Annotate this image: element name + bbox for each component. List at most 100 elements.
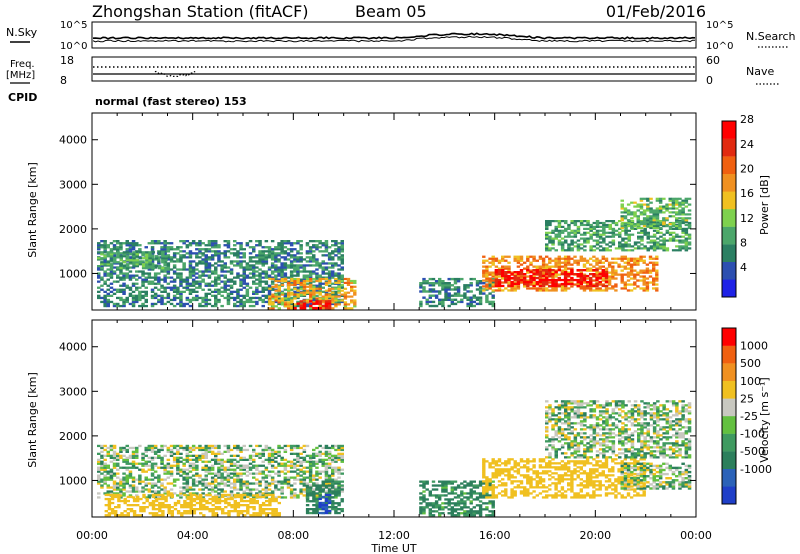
echo-cell [210, 458, 215, 461]
echo-cell [623, 223, 628, 226]
echo-cell [117, 499, 121, 503]
echo-cell [280, 282, 284, 285]
echo-cell [97, 452, 101, 455]
echo-cell [172, 290, 177, 293]
echo-cell [334, 290, 338, 293]
echo-cell [255, 493, 259, 497]
echo-cell [125, 259, 130, 262]
colorbar-segment [722, 279, 736, 298]
echo-cell [112, 262, 117, 265]
echo-cell [252, 514, 256, 517]
echo-cell [551, 269, 555, 272]
echo-cell [239, 480, 243, 483]
echo-cell [608, 245, 612, 248]
echo-cell [573, 261, 577, 264]
echo-cell [620, 269, 624, 272]
echo-cell [633, 227, 638, 230]
echo-cell [607, 271, 612, 274]
echo-cell [425, 298, 429, 301]
echo-cell [289, 242, 294, 245]
echo-cell [283, 258, 288, 261]
echo-cell [545, 225, 549, 228]
echo-cell [112, 266, 117, 269]
echo-cell [560, 289, 565, 292]
echo-cell [656, 241, 660, 244]
echo-cell [643, 247, 647, 250]
echo-cell [431, 294, 436, 297]
echo-cell [112, 488, 117, 491]
echo-cell [334, 277, 338, 281]
echo-cell [482, 271, 486, 274]
echo-cell [551, 265, 555, 268]
echo-cell [138, 292, 142, 295]
echo-cell [579, 221, 584, 225]
echo-cell [248, 494, 253, 497]
echo-cell [302, 278, 307, 281]
echo-cell [573, 273, 577, 276]
echo-cell [172, 446, 177, 450]
echo-cell [261, 276, 265, 279]
echo-cell [264, 282, 269, 285]
echo-cell [204, 304, 208, 308]
echo-cell [331, 274, 335, 277]
echo-cell [327, 258, 332, 261]
echo-cell [289, 452, 294, 455]
echo-cell [138, 444, 142, 448]
echo-cell [340, 244, 344, 247]
echo-cell [157, 454, 161, 457]
echo-cell [642, 219, 647, 222]
echo-cell [274, 300, 278, 304]
echo-cell [327, 276, 332, 279]
echo-cell [324, 272, 329, 275]
echo-cell [595, 225, 600, 228]
echo-cell [545, 273, 549, 276]
echo-cell [201, 482, 205, 485]
echo-cell [290, 301, 294, 304]
echo-cell [614, 261, 618, 264]
echo-cell [643, 227, 647, 230]
echo-cell [112, 454, 117, 457]
echo-cell [147, 264, 152, 267]
echo-cell [220, 482, 224, 485]
echo-cell [283, 288, 288, 291]
echo-cell [131, 488, 136, 491]
echo-cell [681, 199, 685, 202]
echo-cell [283, 468, 288, 471]
echo-cell [252, 268, 256, 271]
echo-cell [191, 454, 196, 457]
echo-cell [138, 270, 142, 273]
echo-cell [97, 474, 101, 477]
echo-cell [601, 271, 605, 274]
echo-cell [353, 299, 357, 302]
echo-cell [636, 226, 640, 230]
echo-cell [277, 290, 281, 293]
echo-cell [144, 290, 148, 293]
echo-cell [592, 227, 597, 230]
echo-cell [595, 261, 599, 264]
echo-cell [681, 241, 685, 244]
echo-cell [469, 277, 473, 281]
echo-cell [116, 290, 120, 293]
echo-cell [245, 292, 250, 295]
echo-cell [321, 268, 325, 271]
echo-cell [340, 262, 344, 265]
echo-cell [668, 227, 673, 230]
echo-cell [343, 303, 348, 306]
echo-cell [501, 259, 505, 262]
echo-cell [350, 285, 354, 288]
echo-cell [343, 301, 348, 304]
echo-cell [242, 300, 246, 304]
echo-cell [122, 284, 126, 287]
echo-cell [110, 510, 115, 513]
echo-cell [147, 490, 152, 493]
echo-cell [551, 275, 555, 278]
echo-cell [131, 486, 136, 489]
echo-cell [324, 304, 329, 308]
echo-cell [478, 280, 483, 283]
echo-cell [116, 261, 120, 264]
echo-cell [560, 249, 565, 252]
echo-cell [226, 444, 231, 448]
echo-cell [646, 221, 650, 224]
echo-cell [242, 276, 246, 279]
echo-cell [277, 279, 281, 283]
